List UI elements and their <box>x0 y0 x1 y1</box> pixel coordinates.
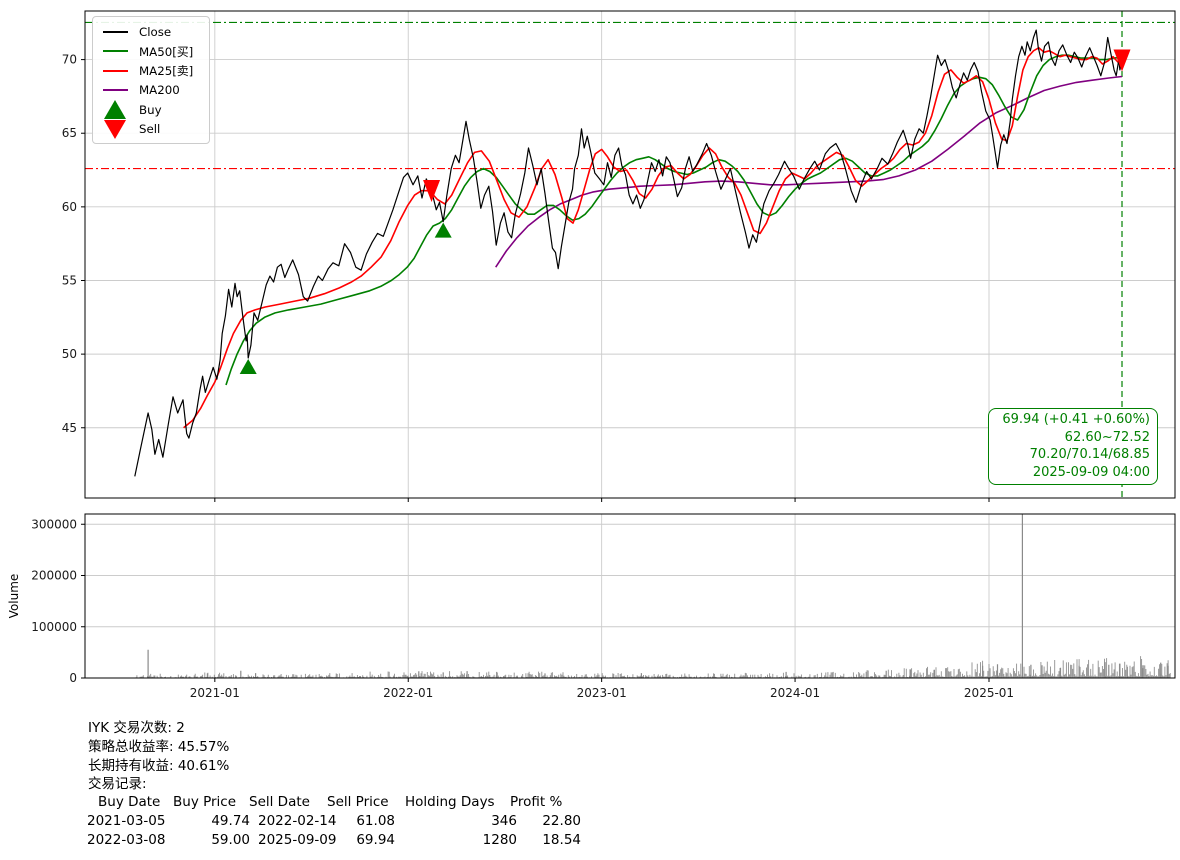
legend-label: MA200 <box>139 83 180 98</box>
annotation-quote-timestamp: 2025-09-09 04:00 <box>1032 464 1150 480</box>
quote-annotation-box: 69.94 (+0.41 +0.60%) 62.60~72.52 70.20/70.… <box>988 408 1158 486</box>
trade-cell: 2022-02-14 <box>258 812 337 829</box>
annotation-range-52w: 62.60~72.52 <box>1064 429 1150 445</box>
panel-border <box>84 10 1176 499</box>
header-profit-: Profit % <box>510 794 563 810</box>
volume-axis-label: Volume <box>7 573 21 619</box>
x-tick-label: 2023-01 <box>577 686 627 700</box>
legend-item-ma200: MA200 <box>100 81 203 101</box>
ma200-line <box>495 75 1123 268</box>
volume-tick-label: 100000 <box>31 620 77 634</box>
ma25-line <box>183 46 1123 429</box>
price-tick-label: 70 <box>62 53 77 67</box>
trade-cell: 69.94 <box>356 831 395 848</box>
sell-triangle-down-icon <box>100 119 130 139</box>
x-tick-label: 2025-01 <box>964 686 1014 700</box>
legend-label: MA25[卖] <box>139 64 194 79</box>
trade-row: 2022-03-08 59.00 2025-09-09 69.94 1280 18.54 <box>87 831 628 851</box>
tick-labels: 45 50 55 60 65 70 0 100000 200000 300000 2021-01 20… <box>31 53 1014 700</box>
trade-table: Buy Date Buy Price Sell Date Sell Price Hold… <box>87 794 628 851</box>
legend-label: Sell <box>139 122 161 137</box>
legend-label: Close <box>139 24 172 39</box>
close-line <box>134 29 1123 477</box>
ma50-line-swatch <box>100 50 130 53</box>
trade-cell: 59.00 <box>211 831 250 848</box>
trade-cell: 346 <box>491 812 517 829</box>
stats-line-trades: IYK 交易次数: 2 <box>88 720 185 736</box>
price-tick-label: 50 <box>62 347 77 361</box>
stats-line-strategy-return: 策略总收益率: 45.57% <box>88 738 230 755</box>
legend-label: MA50[买] <box>139 44 194 59</box>
trade-cell: 2021-03-05 <box>87 812 166 829</box>
legend: Close MA50[买] MA25[卖] MA200 Buy Sell <box>92 16 210 144</box>
trade-cell: 61.08 <box>356 812 395 829</box>
ma200-line-swatch <box>100 89 130 92</box>
x-tick-label: 2021-01 <box>190 686 240 700</box>
trade-cell: 2022-03-08 <box>87 831 166 848</box>
tick-marks <box>81 59 990 682</box>
trade-cell: 18.54 <box>542 831 581 848</box>
panel-border <box>84 513 1176 679</box>
sell-marker <box>423 179 441 202</box>
x-tick-label: 2022-01 <box>383 686 433 700</box>
trade-cell: 22.80 <box>542 812 581 829</box>
volume-tick-label: 200000 <box>31 569 77 583</box>
volume-tick-label: 0 <box>69 671 77 685</box>
close-line-swatch <box>100 30 130 33</box>
header-holding-days: Holding Days <box>405 794 495 810</box>
trade-cell: 49.74 <box>211 812 250 829</box>
trade-row: 2021-03-05 49.74 2022-02-14 61.08 346 22.80 <box>87 812 628 832</box>
buy-marker <box>239 358 257 374</box>
legend-item-sell: Sell <box>100 119 203 140</box>
x-tick-label: 2024-01 <box>770 686 820 700</box>
stats-line-hold-return: 长期持有收益: 40.61% <box>88 757 230 774</box>
buy-triangle-up-icon <box>100 100 130 120</box>
header-sell-date: Sell Date <box>249 794 310 810</box>
price-tick-label: 45 <box>62 421 77 435</box>
legend-item-ma25: MA25[卖] <box>100 61 203 81</box>
trade-cell: 2025-09-09 <box>258 831 337 848</box>
stats-line-trade-log-title: 交易记录: <box>88 776 147 793</box>
annotation-ma-values: 70.20/70.14/68.85 <box>1029 447 1150 463</box>
sell-marker <box>1113 49 1131 72</box>
legend-item-ma50: MA50[买] <box>100 42 203 62</box>
legend-item-close: Close <box>100 22 203 42</box>
header-buy-date: Buy Date <box>98 794 161 810</box>
legend-item-buy: Buy <box>100 100 203 120</box>
price-tick-label: 55 <box>62 273 77 287</box>
ma50-line <box>225 54 1123 386</box>
volume-bars <box>134 514 1171 678</box>
price-tick-label: 60 <box>62 200 77 214</box>
volume-tick-label: 300000 <box>31 517 77 531</box>
annotation-last-price-change: 69.94 (+0.41 +0.60%) <box>1002 412 1150 427</box>
buy-marker <box>434 222 452 238</box>
trade-table-header: Buy Date Buy Price Sell Date Sell Price Hold… <box>88 794 628 813</box>
trade-cell: 1280 <box>482 831 517 848</box>
price-tick-label: 65 <box>62 126 77 140</box>
legend-label: Buy <box>139 102 162 117</box>
strategy-stats: IYK 交易次数: 2 策略总收益率: 45.57% 长期持有收益: 40.61… <box>88 719 229 794</box>
header-sell-price: Sell Price <box>327 794 389 810</box>
ma25-line-swatch <box>100 69 130 72</box>
header-buy-price: Buy Price <box>173 794 237 810</box>
